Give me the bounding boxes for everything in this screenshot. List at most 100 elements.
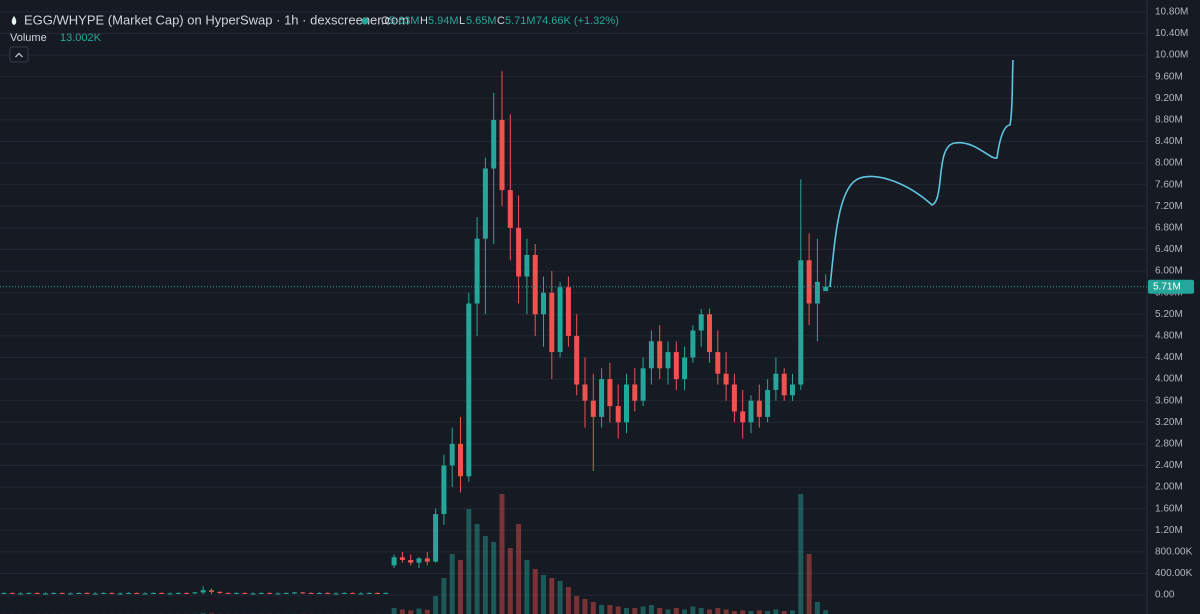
volume-bar — [507, 548, 513, 614]
candle-body — [731, 384, 737, 412]
candle-body — [408, 559, 414, 563]
volume-bar — [698, 608, 704, 614]
candle-body — [499, 119, 505, 191]
volume-bar — [557, 581, 563, 614]
candle-body — [565, 287, 571, 336]
candle-body — [698, 314, 704, 331]
y-tick-label: 4.80M — [1155, 331, 1183, 342]
volume-bar — [640, 606, 646, 614]
ohlc-value: 5.65M — [466, 15, 497, 27]
volume-bar — [665, 609, 671, 614]
volume-bar — [565, 587, 571, 614]
volume-bar — [491, 542, 497, 614]
y-tick-label: 8.00M — [1155, 158, 1183, 169]
ohlc-value: 5.63M — [389, 15, 420, 27]
candle-body — [9, 592, 15, 594]
grid — [0, 11, 1147, 596]
candle-body — [682, 357, 688, 380]
volume-bar — [690, 606, 696, 614]
candle-body — [391, 557, 397, 566]
volume-bar — [590, 602, 596, 614]
candle-body — [366, 592, 372, 594]
candle-body — [350, 592, 356, 594]
volume-bar — [624, 608, 629, 614]
ohlc-value: 5.71M — [505, 15, 536, 27]
volume-bar — [682, 609, 688, 614]
candle-body — [134, 592, 140, 594]
candle-body — [624, 384, 629, 423]
token-icon — [11, 16, 17, 25]
volume-bar — [798, 494, 804, 614]
y-tick-label: 6.00M — [1155, 266, 1183, 277]
candle-body — [541, 292, 546, 315]
candle-body — [441, 465, 447, 515]
volume-layer — [1, 494, 829, 614]
volume-bar — [582, 599, 588, 614]
y-tick-label: 10.00M — [1155, 50, 1188, 61]
candle-body — [690, 330, 696, 358]
candle-body — [482, 168, 488, 239]
candle-body — [823, 286, 829, 292]
candle-body — [26, 592, 32, 594]
last-price-label: 5.71M — [1153, 281, 1181, 292]
volume-bar — [416, 608, 422, 614]
candle-body — [192, 592, 198, 594]
candle-body — [242, 592, 248, 594]
candle-body — [474, 238, 480, 304]
candle-body — [117, 593, 123, 595]
volume-bar — [781, 611, 787, 614]
candle-body — [275, 593, 281, 595]
candle-body — [383, 592, 389, 594]
candle-body — [142, 593, 148, 595]
volume-bar — [474, 524, 480, 614]
y-tick-label: 10.40M — [1155, 28, 1188, 39]
candle-body — [200, 590, 206, 593]
chart-title: EGG/WHYPE (Market Cap) on HyperSwap · 1h… — [24, 12, 409, 27]
candle-body — [582, 384, 588, 401]
volume-bar — [740, 610, 746, 614]
volume-bar — [482, 536, 488, 614]
y-tick-label: 2.80M — [1155, 439, 1183, 450]
y-tick-label: 9.60M — [1155, 71, 1183, 82]
last-price-tag — [1148, 279, 1194, 294]
candle-body — [316, 592, 322, 594]
change: 74.66K (+1.32%) — [536, 15, 619, 27]
volume-bar — [574, 596, 580, 614]
candle-body — [250, 593, 256, 595]
candle-body — [233, 592, 239, 594]
candle-body — [615, 406, 621, 423]
volume-bar — [615, 606, 621, 614]
candle-body — [34, 592, 40, 594]
candle-body — [209, 590, 214, 592]
volume-bar — [599, 605, 605, 614]
volume-bar — [673, 608, 679, 614]
candle-body — [715, 352, 721, 374]
volume-bar — [399, 609, 405, 614]
y-tick-label: 7.20M — [1155, 201, 1183, 212]
candle-body — [798, 260, 804, 385]
candle-body — [657, 341, 663, 369]
candle-body — [723, 373, 729, 385]
volume-bar — [541, 575, 546, 614]
candle-body — [790, 384, 795, 396]
collapse-icon — [15, 52, 23, 58]
volume-bar — [549, 578, 555, 614]
volume-bar — [524, 560, 530, 614]
volume-bar — [723, 609, 729, 614]
collapse-button[interactable] — [9, 46, 29, 63]
candle-layer — [1, 71, 829, 595]
candle-body — [574, 335, 580, 385]
candle-body — [424, 558, 430, 562]
candle-body — [806, 260, 812, 304]
candle-body — [524, 254, 530, 277]
candle-body — [308, 592, 314, 594]
candle-body — [84, 592, 90, 594]
candle-body — [92, 593, 98, 595]
y-tick-label: 8.80M — [1155, 115, 1183, 126]
candle-body — [333, 593, 339, 595]
volume-bar — [632, 608, 638, 614]
candle-body — [358, 593, 364, 595]
y-tick-label: 6.80M — [1155, 223, 1183, 234]
candle-body — [67, 593, 73, 595]
